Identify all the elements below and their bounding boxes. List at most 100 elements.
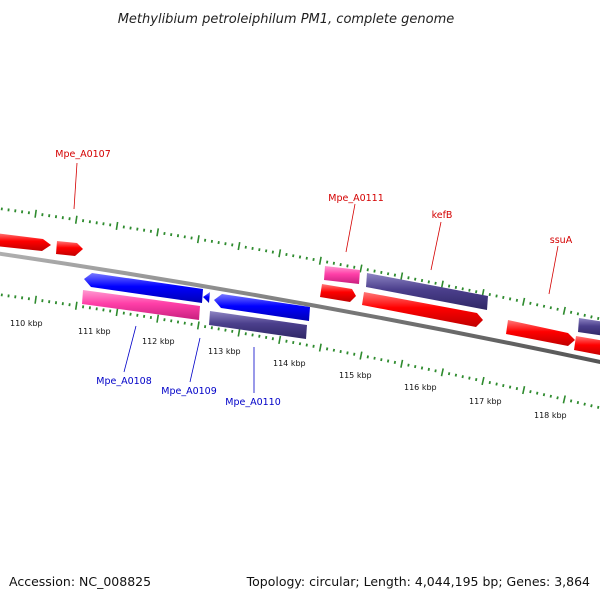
minor-tick [576, 401, 580, 405]
minor-tick [353, 265, 356, 269]
minor-tick [190, 236, 193, 240]
minor-tick [488, 293, 491, 297]
minor-tick [183, 235, 186, 239]
gene-label-mpe-a0109[interactable]: Mpe_A0109 [161, 386, 217, 397]
minor-tick [373, 269, 376, 273]
kbp-label: 113 kbp [208, 347, 241, 356]
major-tick [440, 368, 444, 377]
minor-tick [393, 360, 397, 364]
minor-tick [529, 390, 532, 394]
minor-tick [285, 252, 288, 257]
major-tick [481, 376, 485, 386]
minor-tick [597, 405, 600, 409]
minor-tick [210, 326, 213, 330]
minor-tick [447, 284, 451, 288]
minor-tick [461, 375, 464, 379]
gene-arrow-right-edge-red[interactable] [574, 336, 600, 356]
minor-tick [129, 226, 132, 230]
minor-tick [508, 297, 512, 301]
minor-tick [305, 343, 308, 347]
minor-tick [386, 359, 390, 363]
minor-tick [292, 340, 295, 345]
minor-tick [258, 248, 261, 252]
minor-tick [231, 329, 234, 333]
minor-tick [224, 242, 227, 246]
minor-tick [305, 256, 308, 260]
kbp-label: 115 kbp [339, 371, 372, 380]
gene-arrow-1[interactable] [320, 284, 356, 302]
minor-tick [542, 393, 546, 397]
major-tick [115, 221, 119, 231]
major-tick [237, 328, 241, 337]
minor-tick [393, 273, 397, 277]
minor-tick [373, 356, 376, 360]
gene-label-mpe-a0111[interactable]: Mpe_A0111 [328, 193, 384, 204]
minor-tick [468, 376, 471, 380]
minor-tick [583, 313, 586, 317]
gene-box-mpe-a0110[interactable] [209, 311, 307, 339]
map-title: Methylibium petroleiphilum PM1, complete… [118, 12, 455, 27]
gene-label-mpe-a0110[interactable]: Mpe_A0110 [225, 397, 281, 408]
minor-tick [244, 245, 247, 249]
gene-box-mpe-a0111[interactable] [324, 266, 360, 284]
kbp-label: 110 kbp [10, 319, 43, 328]
minor-tick [515, 387, 519, 391]
major-tick [237, 241, 241, 251]
minor-tick [265, 249, 268, 253]
minor-tick [339, 263, 342, 267]
minor-tick [251, 333, 254, 337]
gene-label-mpe-a0108[interactable]: Mpe_A0108 [96, 376, 152, 387]
minor-tick [536, 391, 539, 395]
gene-label-mpe-a0107[interactable]: Mpe_A0107 [55, 149, 111, 160]
major-tick [34, 209, 37, 218]
minor-tick [258, 334, 261, 338]
leader-mpe-a0111 [345, 203, 356, 253]
kbp-label: 118 kbp [534, 411, 567, 420]
minor-tick [326, 260, 329, 264]
minor-tick [583, 402, 586, 406]
gene-box-mpe-a0108[interactable] [82, 290, 200, 320]
gene-box-kefb[interactable] [366, 273, 488, 310]
major-tick [318, 256, 322, 265]
leader-mpe-a0109 [189, 337, 201, 383]
minor-tick [420, 366, 424, 370]
gene-label-ssua[interactable]: ssuA [550, 235, 573, 246]
major-tick [562, 395, 566, 404]
gene-arrow-small[interactable] [203, 292, 210, 303]
minor-tick [556, 307, 559, 311]
major-tick [278, 335, 282, 345]
gene-box-right-edge-slate[interactable] [578, 318, 600, 336]
gene-arrow-mpe-a0109[interactable] [214, 294, 310, 321]
minor-tick [502, 384, 505, 388]
minor-tick [163, 318, 166, 322]
kbp-label: 111 kbp [78, 327, 111, 336]
minor-tick [427, 280, 430, 284]
gene-arrow-ssua[interactable] [506, 320, 575, 346]
gene-labels: Mpe_A0107 Mpe_A0111 kefB ssuA Mpe_A0108 … [55, 149, 572, 408]
minor-tick [380, 358, 383, 362]
minor-tick [475, 378, 478, 382]
minor-tick [68, 217, 71, 221]
gene-arrow-mpe-a0108[interactable] [84, 273, 203, 303]
minor-tick [542, 304, 546, 308]
major-tick [359, 351, 363, 360]
major-tick [400, 359, 404, 368]
minor-tick [590, 404, 593, 408]
major-tick [278, 249, 282, 258]
minor-tick [502, 295, 505, 299]
minor-tick [386, 272, 390, 276]
minor-tick [495, 382, 498, 386]
gene-arrow-2[interactable] [362, 292, 483, 327]
minor-tick [536, 303, 539, 307]
major-tick [115, 307, 119, 317]
gene-label-kefb[interactable]: kefB [432, 210, 453, 221]
minor-tick [332, 348, 336, 352]
major-tick [522, 386, 526, 395]
gene-arrow-left-edge[interactable] [0, 233, 51, 251]
outer-tick-row [0, 207, 600, 320]
minor-tick [332, 261, 335, 265]
minor-tick [515, 298, 519, 302]
gene-arrow-mpe-a0107[interactable] [56, 241, 83, 256]
kbp-ruler: 110 kbp 111 kbp 112 kbp 113 kbp 114 kbp … [10, 319, 567, 420]
